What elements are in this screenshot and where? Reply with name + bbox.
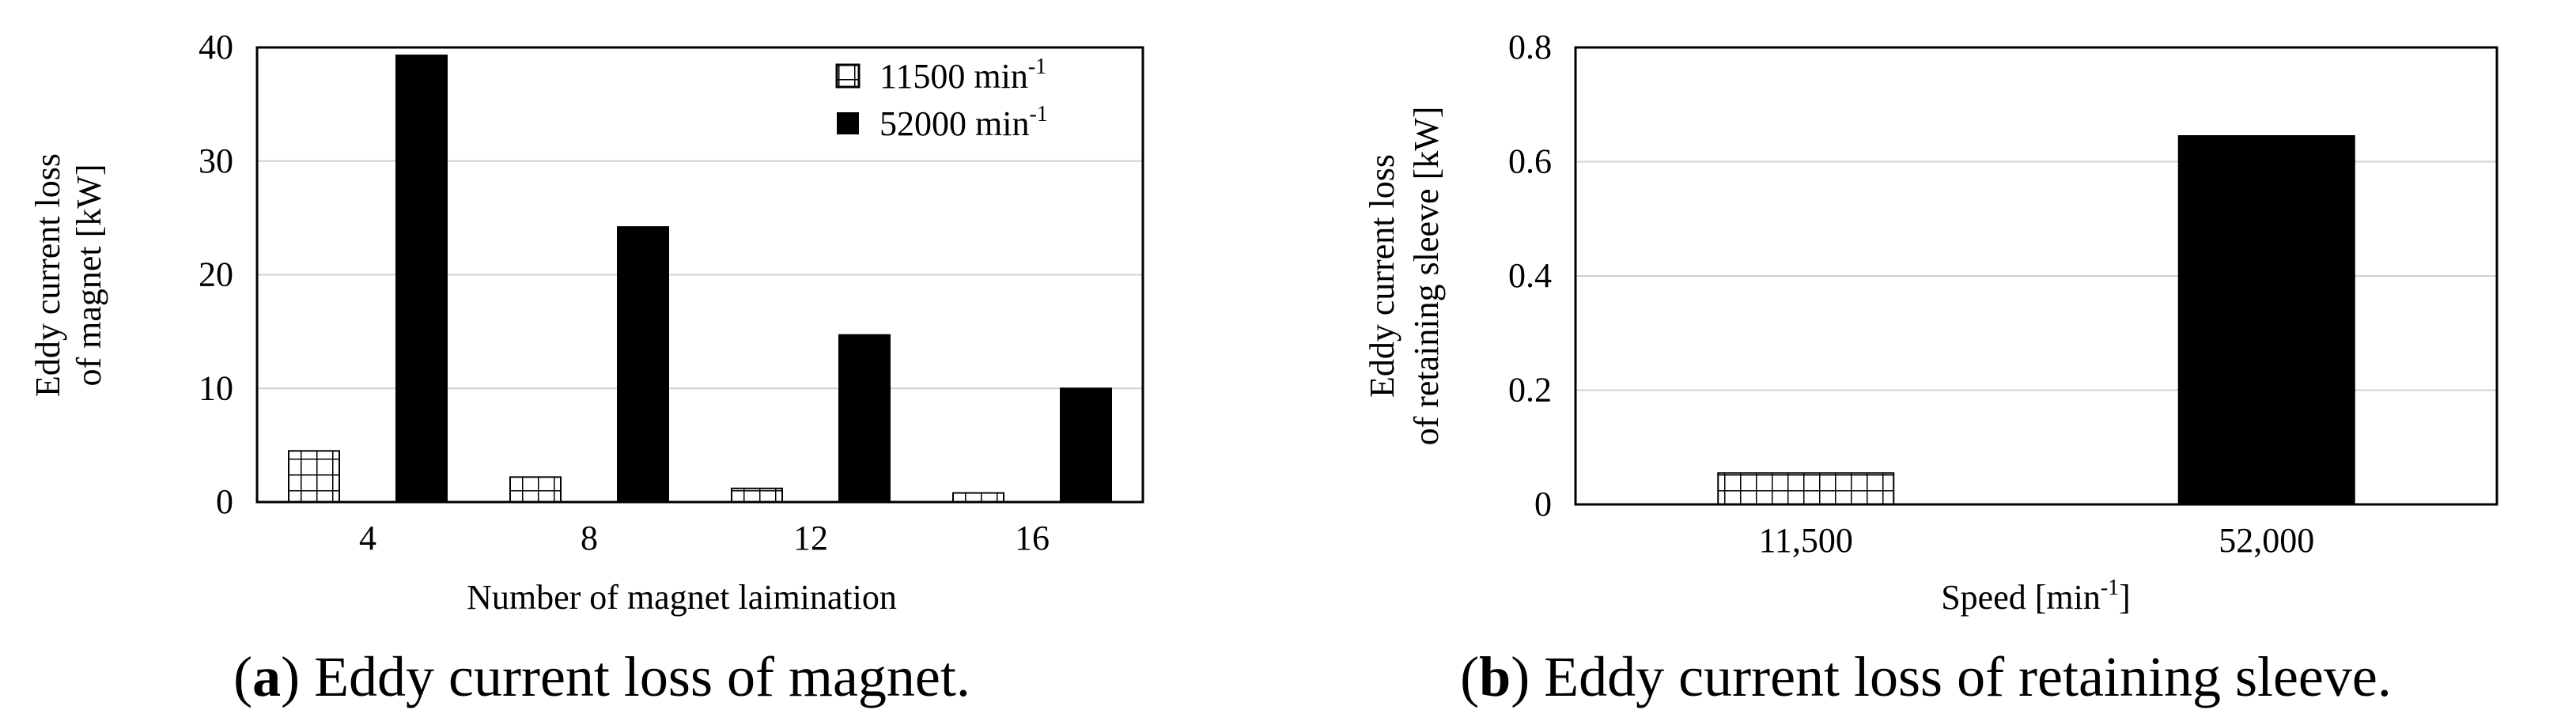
- chart-b-y-tick-label: 0.8: [1508, 28, 1552, 66]
- chart-b-x-tick-label: 11,500: [1759, 521, 1853, 560]
- chart-a-y-tick-label: 30: [199, 142, 233, 180]
- chart-b-y-tick-label: 0.2: [1508, 371, 1552, 410]
- legend-swatch-grid: [835, 63, 861, 89]
- chart-a-x-label: Number of magnet laimination: [467, 578, 897, 617]
- chart-a-bar-series-1: [288, 450, 340, 503]
- legend-label-series-1: 11500 min-1: [879, 55, 1046, 96]
- chart-b-y-label-line-1: Eddy current loss: [1363, 154, 1401, 398]
- chart-a-y-ticks: 0 10 20 30 40: [199, 28, 233, 521]
- chart-b-x-tick-label: 52,000: [2219, 521, 2314, 560]
- chart-a-plot-frame: [255, 46, 1144, 504]
- chart-a-bar-series-2: [395, 55, 448, 503]
- chart-a-caption: (a) Eddy current loss of magnet.: [233, 645, 970, 708]
- chart-b-x-label: Speed [min-1]: [1941, 576, 2131, 617]
- chart-b-x-ticks: 11,500 52,000: [1759, 521, 2315, 560]
- chart-a-bar-series-1: [952, 492, 1004, 503]
- chart-a-x-tick-label: 4: [359, 519, 376, 557]
- chart-b-bar: [1717, 472, 1895, 506]
- chart-a-y-tick-label: 0: [216, 482, 233, 521]
- chart-a-y-label-line-2: of magnet [kW]: [70, 164, 108, 387]
- chart-a-bar-series-2: [617, 226, 669, 503]
- chart-b-y-tick-label: 0.4: [1508, 256, 1552, 295]
- chart-a-x-tick-label: 8: [581, 519, 598, 557]
- chart-b-caption: (b) Eddy current loss of retaining sleev…: [1460, 645, 2392, 708]
- chart-a-y-tick-label: 10: [199, 368, 233, 407]
- legend-swatch-solid: [837, 112, 859, 134]
- chart-a-bars: [288, 55, 1112, 503]
- chart-b-y-tick-label: 0: [1534, 485, 1552, 523]
- chart-a-y-label-line-1: Eddy current loss: [28, 153, 67, 397]
- chart-a-legend: 11500 min-1 52000 min-1: [835, 55, 1048, 143]
- chart-b-y-ticks: 0 0.2 0.4 0.6 0.8: [1508, 28, 1552, 523]
- chart-a-y-tick-label: 20: [199, 255, 233, 294]
- legend-label-series-2: 52000 min-1: [879, 102, 1048, 143]
- chart-b-gridlines: [1575, 160, 2497, 391]
- chart-a: 0 10 20 30 40 4 8 12 16 Eddy current loss of ma…: [28, 28, 1144, 708]
- chart-b: 0 0.2 0.4 0.6 0.8 11,500 52,000 Eddy current …: [1363, 28, 2498, 708]
- chart-a-y-tick-label: 40: [199, 28, 233, 66]
- chart-a-bar-series-1: [509, 476, 562, 503]
- chart-b-bar: [2177, 134, 2355, 506]
- chart-a-x-tick-label: 16: [1015, 519, 1050, 557]
- chart-b-bars: [1717, 134, 2355, 506]
- chart-a-x-ticks: 4 8 12 16: [359, 519, 1050, 557]
- chart-b-plot-frame: [1574, 46, 2498, 506]
- chart-b-y-tick-label: 0.6: [1508, 142, 1552, 181]
- chart-a-gridlines: [257, 160, 1143, 390]
- chart-b-y-label-line-2: of retaining sleeve [kW]: [1407, 107, 1446, 446]
- chart-a-bar-series-2: [1060, 387, 1112, 503]
- chart-a-bar-series-1: [731, 487, 783, 503]
- chart-a-x-tick-label: 12: [793, 519, 828, 557]
- chart-a-bar-series-2: [838, 334, 891, 503]
